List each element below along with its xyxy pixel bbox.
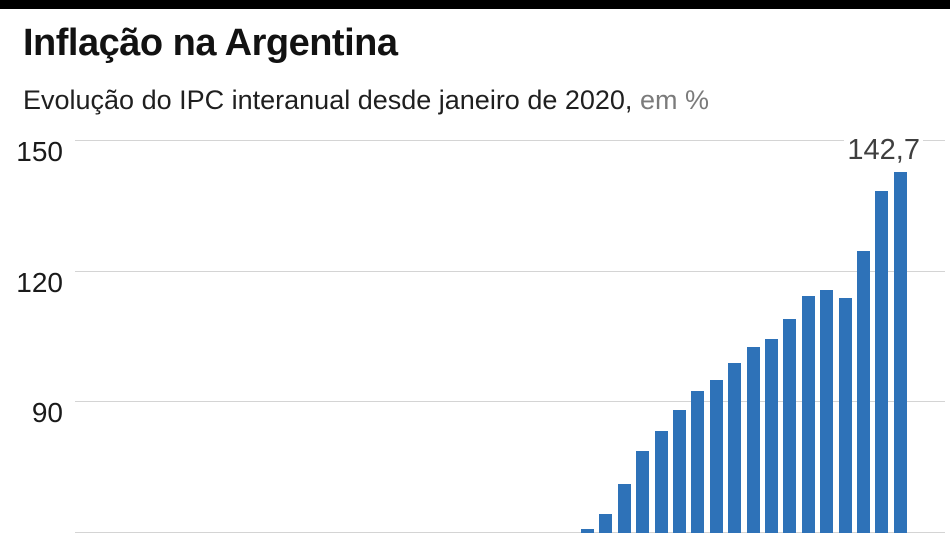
- bar-ago-2023: [856, 251, 870, 533]
- bar-dez-2022: [709, 380, 723, 533]
- subtitle-main-text: Evolução do IPC interanual desde janeiro…: [23, 85, 633, 115]
- gridline-90: [75, 401, 945, 403]
- bar-jun-2022: [599, 514, 613, 533]
- bar-mai-2023: [801, 295, 815, 533]
- chart-subtitle: Evolução do IPC interanual desde janeiro…: [23, 85, 709, 116]
- y-tick-label-150: 150: [16, 136, 63, 167]
- bar-mai-2022: [580, 528, 594, 533]
- gridline-150: [75, 140, 945, 142]
- bar-jul-2022: [617, 483, 631, 533]
- y-tick-label-120: 120: [16, 266, 63, 298]
- bar-set-2023: [875, 190, 889, 533]
- y-tick-label-60: 60: [0, 529, 63, 533]
- bar-jun-2023: [820, 289, 834, 533]
- gridline-60: [75, 531, 945, 533]
- bar-out-2023: [893, 171, 907, 533]
- bar-set-2022: [654, 431, 668, 533]
- bar-jul-2023: [838, 297, 852, 533]
- bar-mar-2023: [764, 338, 778, 533]
- bar-fev-2023: [746, 346, 760, 533]
- bar-abr-2023: [783, 319, 797, 533]
- bar-ago-2022: [636, 451, 650, 533]
- top-black-bar: [0, 0, 950, 9]
- last-value-label: 142,7: [844, 134, 923, 167]
- bar-jan-2023: [728, 362, 742, 533]
- gridline-120: [75, 270, 945, 272]
- bar-nov-2022: [691, 390, 705, 533]
- y-tick-label-90: 90: [31, 397, 63, 428]
- subtitle-unit-text: em %: [632, 85, 709, 115]
- chart-title: Inflação na Argentina: [23, 22, 398, 64]
- bar-out-2022: [672, 409, 686, 533]
